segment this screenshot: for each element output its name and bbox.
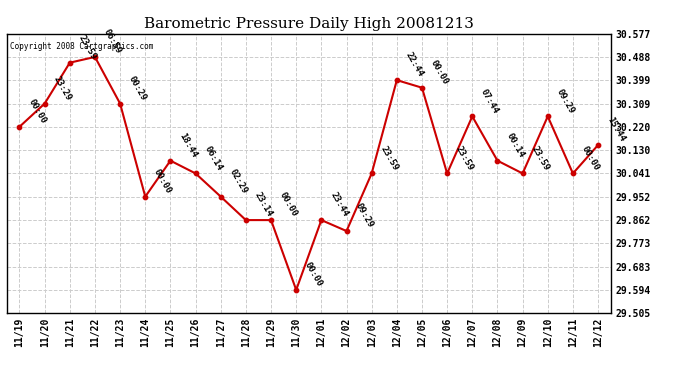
Point <box>39 100 50 106</box>
Text: 09:29: 09:29 <box>353 202 375 229</box>
Text: 18:44: 18:44 <box>177 132 199 159</box>
Point <box>14 124 25 130</box>
Text: 23:29: 23:29 <box>52 74 73 102</box>
Title: Barometric Pressure Daily High 20081213: Barometric Pressure Daily High 20081213 <box>144 17 474 31</box>
Text: 00:00: 00:00 <box>152 168 173 195</box>
Text: 00:00: 00:00 <box>580 144 601 172</box>
Text: 06:14: 06:14 <box>203 144 224 172</box>
Text: 02:29: 02:29 <box>228 168 249 195</box>
Point <box>316 217 327 223</box>
Point <box>240 217 251 223</box>
Text: 00:00: 00:00 <box>26 98 48 125</box>
Text: 09:29: 09:29 <box>555 87 576 115</box>
Point <box>140 194 151 200</box>
Point <box>517 170 528 177</box>
Text: 00:00: 00:00 <box>429 58 450 86</box>
Point <box>190 170 201 177</box>
Point <box>165 158 176 164</box>
Point <box>593 142 604 148</box>
Point <box>215 194 226 200</box>
Point <box>90 54 101 60</box>
Text: 22:44: 22:44 <box>404 51 425 79</box>
Text: 15:44: 15:44 <box>605 116 627 144</box>
Text: Copyright 2008 Cartgraphics.com: Copyright 2008 Cartgraphics.com <box>10 42 153 51</box>
Text: 00:14: 00:14 <box>504 132 526 159</box>
Point <box>492 158 503 164</box>
Text: 23:59: 23:59 <box>77 33 98 61</box>
Point <box>290 287 302 293</box>
Text: 23:59: 23:59 <box>529 144 551 172</box>
Point <box>466 113 477 119</box>
Text: 07:44: 07:44 <box>480 87 500 115</box>
Text: 23:14: 23:14 <box>253 191 274 219</box>
Point <box>567 170 578 177</box>
Text: 00:29: 00:29 <box>127 74 148 102</box>
Point <box>64 60 75 66</box>
Point <box>417 85 428 91</box>
Point <box>115 100 126 106</box>
Point <box>542 113 553 119</box>
Point <box>366 170 377 177</box>
Text: 23:44: 23:44 <box>328 191 350 219</box>
Point <box>442 170 453 177</box>
Text: 00:00: 00:00 <box>278 191 299 219</box>
Point <box>341 228 352 234</box>
Text: 23:59: 23:59 <box>379 144 400 172</box>
Text: 06:59: 06:59 <box>102 28 123 56</box>
Point <box>266 217 277 223</box>
Text: 00:00: 00:00 <box>303 261 324 288</box>
Text: 23:59: 23:59 <box>454 144 475 172</box>
Point <box>391 77 402 83</box>
